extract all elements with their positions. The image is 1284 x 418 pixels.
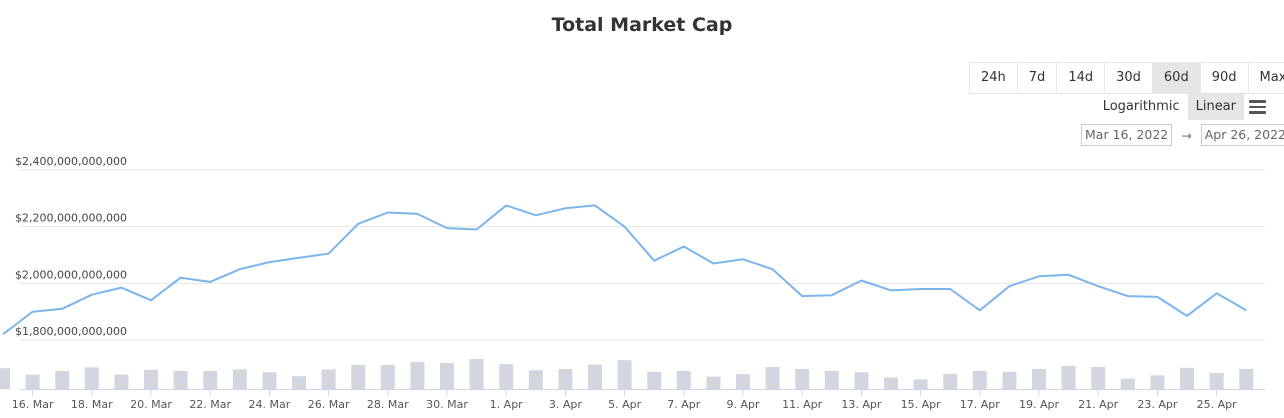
volume-bar	[884, 377, 898, 389]
volume-bar	[0, 368, 10, 389]
range-selector: 24h 7d 14d 30d 60d 90d Max	[969, 62, 1284, 94]
x-tick-label: 3. Apr	[549, 398, 582, 411]
volume-bar	[55, 371, 70, 389]
x-tick-label: 16. Mar	[12, 398, 54, 411]
range-button-60d[interactable]: 60d	[1152, 63, 1201, 93]
volume-bar	[1120, 378, 1135, 389]
range-button-90d[interactable]: 90d	[1201, 63, 1249, 93]
x-tick-label: 1. Apr	[490, 398, 523, 411]
x-tick-label: 5. Apr	[608, 398, 641, 411]
date-range: Mar 16, 2022 → Apr 26, 2022	[1081, 124, 1284, 146]
volume-bar	[676, 371, 691, 389]
volume-bar	[144, 369, 158, 389]
range-button-30d[interactable]: 30d	[1105, 63, 1153, 93]
volume-bar	[232, 369, 247, 389]
y-tick-label: $2,200,000,000,000	[15, 212, 127, 225]
volume-bar	[647, 371, 662, 389]
volume-bar	[173, 371, 188, 389]
volume-bar	[736, 374, 750, 389]
volume-bar	[528, 370, 543, 389]
x-tick-label: 30. Mar	[426, 398, 468, 411]
range-button-24h[interactable]: 24h	[970, 63, 1018, 93]
range-button-max[interactable]: Max	[1259, 70, 1284, 85]
volume-bar	[262, 372, 277, 389]
x-tick-label: 17. Apr	[960, 398, 1000, 411]
logarithmic-button[interactable]: Logarithmic	[1102, 99, 1180, 114]
x-tick-label: 22. Mar	[189, 398, 231, 411]
volume-bar	[1091, 367, 1106, 389]
volume-bar	[321, 369, 336, 389]
volume-bar	[824, 371, 839, 389]
volume-bar	[1002, 371, 1017, 389]
date-arrow: →	[1181, 127, 1192, 143]
volume-bar	[1150, 375, 1165, 389]
volume-bar	[440, 363, 454, 389]
volume-bar	[795, 369, 810, 389]
x-tick-label: 11. Apr	[782, 398, 822, 411]
volume-bar	[1032, 369, 1046, 389]
volume-bar	[558, 369, 573, 389]
x-tick-label: 21. Apr	[1078, 398, 1118, 411]
chart-title: Total Market Cap	[551, 14, 733, 36]
y-tick-label: $2,400,000,000,000	[15, 155, 127, 168]
volume-bar	[1239, 369, 1254, 389]
range-button-14d[interactable]: 14d	[1057, 63, 1106, 93]
volume-bar	[972, 371, 987, 389]
volume-bar	[469, 359, 484, 389]
volume-bar	[1209, 373, 1224, 389]
volume-bar	[1061, 365, 1076, 389]
date-to-input[interactable]: Apr 26, 2022	[1200, 124, 1284, 146]
x-tick-label: 25. Apr	[1197, 398, 1237, 411]
volume-bar	[617, 360, 632, 389]
y-tick-label: $1,800,000,000,000	[15, 325, 127, 338]
x-tick-label: 20. Mar	[130, 398, 172, 411]
x-tick-label: 23. Apr	[1137, 398, 1177, 411]
x-tick-label: 13. Apr	[841, 398, 881, 411]
hamburger-menu-icon[interactable]	[1244, 94, 1270, 120]
volume-bar	[765, 367, 780, 389]
volume-bar	[706, 376, 721, 389]
linear-button[interactable]: Linear	[1187, 94, 1244, 120]
volume-bar	[380, 365, 395, 389]
volume-bar	[203, 371, 218, 389]
x-tick-label: 15. Apr	[901, 398, 941, 411]
date-from-input[interactable]: Mar 16, 2022	[1081, 124, 1173, 146]
scale-selector: Logarithmic Linear	[1095, 94, 1270, 120]
volume-bar	[913, 379, 928, 389]
x-tick-label: 19. Apr	[1019, 398, 1059, 411]
range-button-7d[interactable]: 7d	[1018, 63, 1058, 93]
market-cap-line	[2, 204, 1247, 336]
y-tick-label: $2,000,000,000,000	[15, 268, 127, 281]
volume-bar	[1180, 367, 1194, 389]
x-tick-label: 26. Mar	[308, 398, 350, 411]
volume-bar	[292, 376, 306, 389]
x-tick-label: 7. Apr	[667, 398, 700, 411]
x-tick-label: 28. Mar	[367, 398, 409, 411]
x-tick-label: 9. Apr	[726, 398, 759, 411]
volume-bar	[854, 372, 869, 389]
volume-bar	[84, 367, 99, 389]
volume-bar	[25, 374, 40, 389]
volume-bar	[351, 365, 366, 389]
x-tick-label: 18. Mar	[71, 398, 113, 411]
x-tick-label: 24. Mar	[249, 398, 291, 411]
volume-bar	[943, 373, 958, 389]
volume-bar	[114, 374, 129, 389]
volume-bar	[410, 361, 425, 389]
volume-bar	[499, 364, 514, 389]
volume-bar	[588, 364, 602, 389]
